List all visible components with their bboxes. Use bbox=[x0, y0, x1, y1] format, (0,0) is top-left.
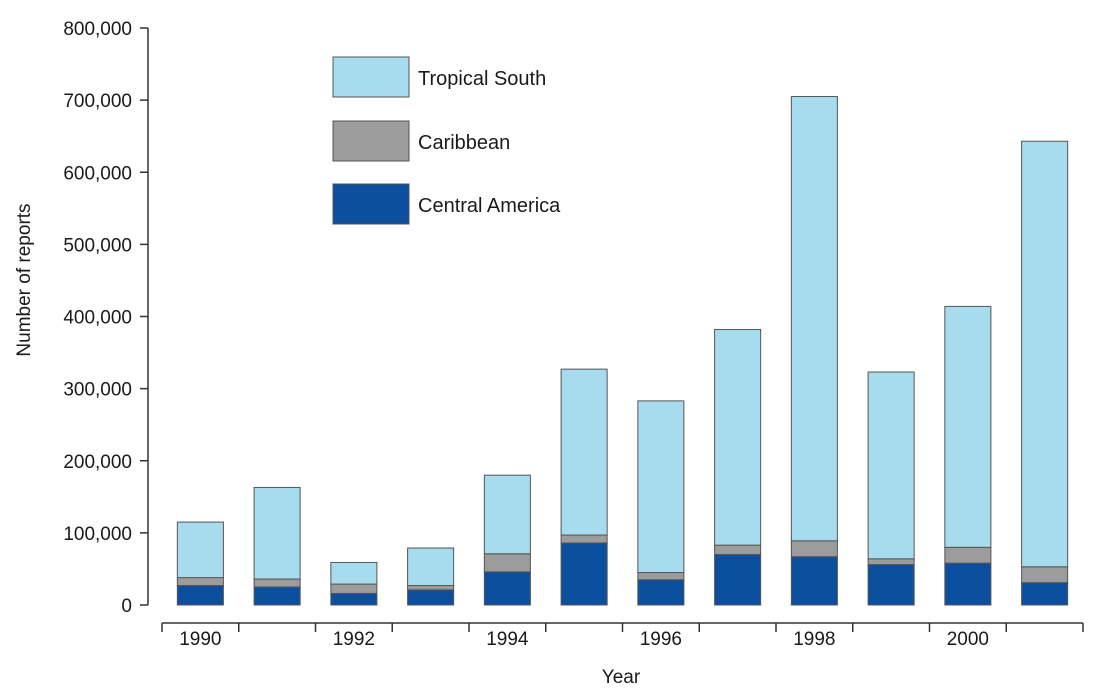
y-tick-label: 200,000 bbox=[63, 452, 132, 473]
x-tick-label: 1994 bbox=[486, 629, 529, 650]
legend: Tropical South Caribbean Central America bbox=[332, 56, 561, 225]
bar-tropical-south-1992 bbox=[330, 561, 378, 585]
bar-caribbean-1998 bbox=[790, 540, 838, 558]
bar-central-america-1991 bbox=[253, 586, 301, 606]
bar-caribbean-1997 bbox=[714, 544, 762, 556]
y-tick-label: 800,000 bbox=[63, 19, 132, 40]
bars bbox=[176, 96, 1069, 606]
legend-swatch-central-america bbox=[332, 183, 410, 225]
bar-tropical-south-2000 bbox=[944, 305, 992, 548]
bar-tropical-south-1997 bbox=[714, 328, 762, 546]
x-tick-label: 1998 bbox=[793, 629, 835, 650]
y-tick-label: 500,000 bbox=[63, 235, 132, 256]
bar-tropical-south-1995 bbox=[560, 368, 608, 536]
bar-caribbean-2000 bbox=[944, 546, 992, 564]
legend-swatch-caribbean bbox=[332, 120, 410, 162]
bar-central-america-1990 bbox=[176, 585, 224, 606]
bar-caribbean-1993 bbox=[407, 585, 455, 591]
bar-central-america-2000 bbox=[944, 562, 992, 606]
bar-central-america-1993 bbox=[407, 589, 455, 606]
bar-tropical-south-1998 bbox=[790, 96, 838, 542]
bar-caribbean-2001 bbox=[1021, 566, 1069, 584]
x-axis-title: Year bbox=[602, 667, 641, 688]
bar-central-america-1999 bbox=[867, 564, 915, 606]
bar-caribbean-1995 bbox=[560, 534, 608, 544]
bar-tropical-south-1996 bbox=[637, 400, 685, 574]
bar-central-america-1998 bbox=[790, 556, 838, 606]
y-tick-label: 700,000 bbox=[63, 91, 132, 112]
x-tick-label: 1996 bbox=[640, 629, 682, 650]
y-tick-label: 0 bbox=[121, 596, 132, 617]
y-tick-label: 600,000 bbox=[63, 163, 132, 184]
legend-label-caribbean: Caribbean bbox=[418, 132, 510, 154]
x-tick-label: 2000 bbox=[947, 629, 989, 650]
y-tick-label: 400,000 bbox=[63, 308, 132, 329]
bar-caribbean-1999 bbox=[867, 558, 915, 566]
bar-central-america-1992 bbox=[330, 592, 378, 606]
bar-tropical-south-1999 bbox=[867, 371, 915, 560]
legend-label-tropical-south: Tropical South bbox=[418, 68, 546, 90]
bar-central-america-2001 bbox=[1021, 582, 1069, 606]
bar-tropical-south-1993 bbox=[407, 547, 455, 587]
bar-caribbean-1994 bbox=[483, 553, 531, 573]
bar-caribbean-1992 bbox=[330, 583, 378, 594]
y-axis-title: Number of reports bbox=[14, 203, 35, 356]
legend-label-central-america: Central America bbox=[418, 195, 561, 217]
x-axis-ticks: 1990 1992 1994 1996 1998 2000 bbox=[161, 623, 1084, 650]
bar-tropical-south-1990 bbox=[176, 521, 224, 579]
legend-swatch-tropical-south bbox=[332, 56, 410, 98]
bar-tropical-south-1991 bbox=[253, 486, 301, 580]
bar-caribbean-1990 bbox=[176, 577, 224, 587]
bar-tropical-south-1994 bbox=[483, 474, 531, 555]
x-tick-label: 1990 bbox=[179, 629, 221, 650]
bar-central-america-1995 bbox=[560, 542, 608, 606]
y-tick-label: 300,000 bbox=[63, 380, 132, 401]
bar-central-america-1997 bbox=[714, 554, 762, 606]
bar-caribbean-1996 bbox=[637, 572, 685, 581]
y-axis-ticks: 0 100,000 200,000 300,000 400,000 500,000 600,… bbox=[63, 19, 148, 617]
bar-central-america-1994 bbox=[483, 571, 531, 606]
bar-central-america-1996 bbox=[637, 579, 685, 606]
bar-caribbean-1991 bbox=[253, 578, 301, 588]
x-tick-label: 1992 bbox=[333, 629, 375, 650]
y-tick-label: 100,000 bbox=[63, 524, 132, 545]
bar-tropical-south-2001 bbox=[1021, 140, 1069, 568]
